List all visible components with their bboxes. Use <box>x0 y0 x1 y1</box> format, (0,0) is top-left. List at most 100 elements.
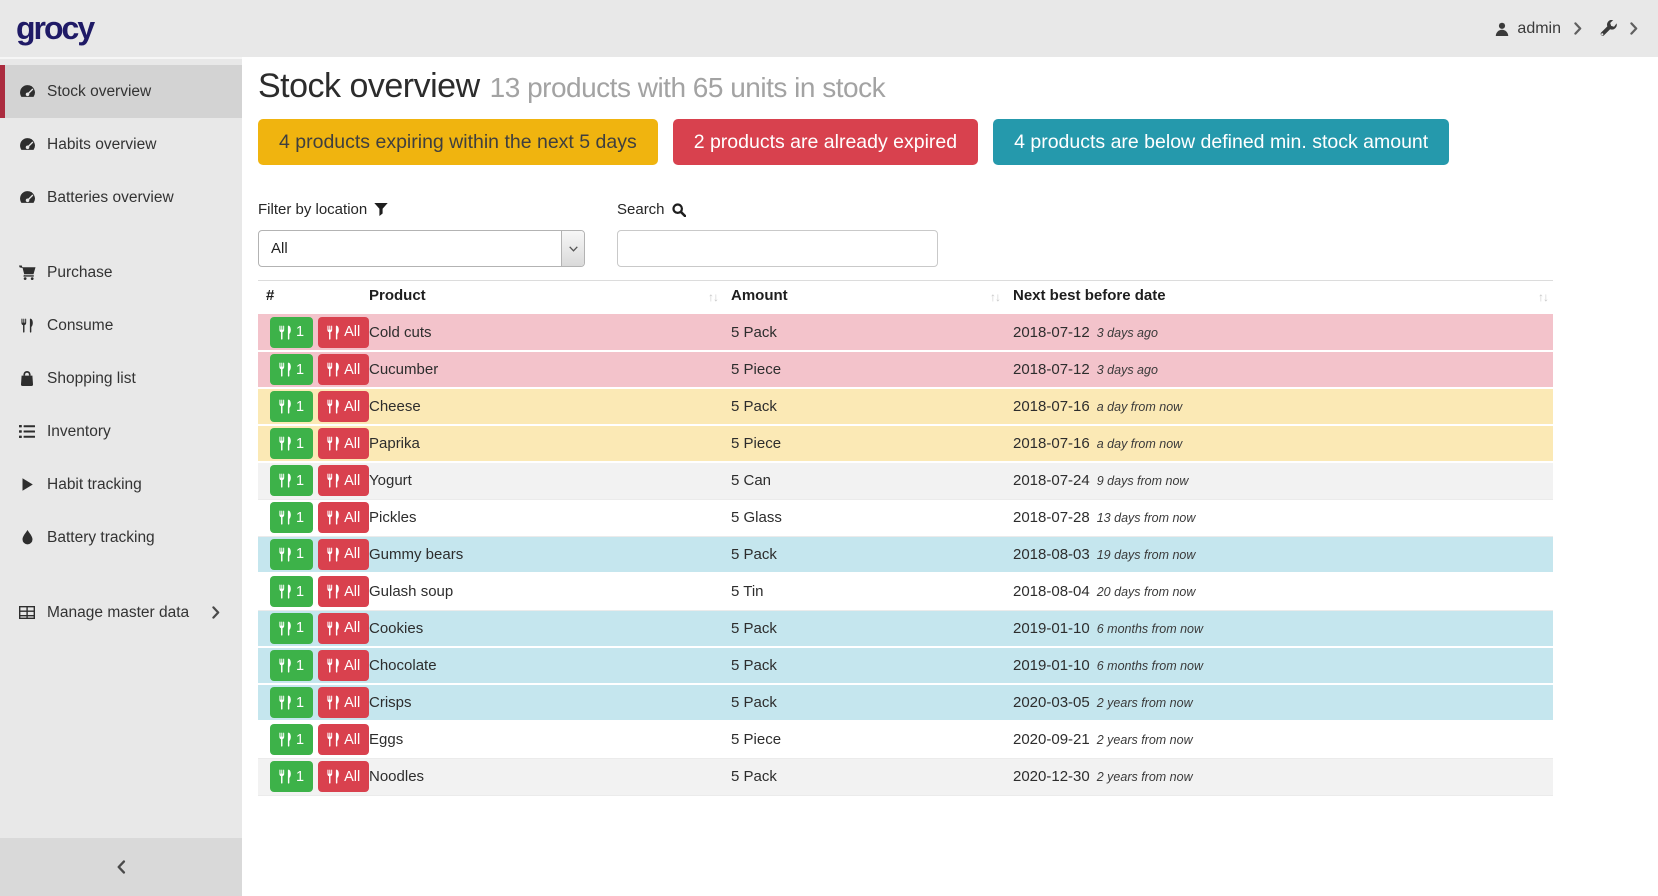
product-name: Crisps <box>361 684 723 721</box>
product-amount: 5 Pack <box>723 758 1005 795</box>
column-header-number[interactable]: # <box>258 281 361 315</box>
sidebar-item-inventory[interactable]: Inventory <box>0 405 242 458</box>
consume-one-button[interactable]: 1 <box>270 465 313 496</box>
sidebar-item-label: Inventory <box>47 423 111 441</box>
utensils-icon <box>327 584 339 599</box>
consume-one-button[interactable]: 1 <box>270 502 313 533</box>
sidebar-item-habit-tracking[interactable]: Habit tracking <box>0 458 242 511</box>
bag-icon <box>17 371 37 386</box>
column-header-amount[interactable]: Amount↑↓ <box>723 281 1005 315</box>
consume-one-button[interactable]: 1 <box>270 576 313 607</box>
consume-all-button[interactable]: All <box>318 428 369 459</box>
consume-one-button[interactable]: 1 <box>270 724 313 755</box>
sort-icon[interactable]: ↑↓ <box>990 290 1000 304</box>
utensils-icon <box>279 325 291 340</box>
consume-all-button[interactable]: All <box>318 502 369 533</box>
product-name: Noodles <box>361 758 723 795</box>
sidebar-item-manage-master-data[interactable]: Manage master data <box>0 586 242 639</box>
search-label: Search <box>617 201 665 218</box>
table-row: 1AllGummy bears5 Pack2018-08-0319 days f… <box>258 536 1553 573</box>
utensils-icon <box>327 769 339 784</box>
relative-time: 6 months from now <box>1097 659 1203 673</box>
table-row: 1AllEggs5 Piece2020-09-212 years from no… <box>258 721 1553 758</box>
consume-all-button[interactable]: All <box>318 317 369 348</box>
sidebar-item-stock-overview[interactable]: Stock overview <box>0 65 242 118</box>
consume-all-button[interactable]: All <box>318 724 369 755</box>
table-header-row: # Product↑↓ Amount↑↓ Next best before da… <box>258 281 1553 315</box>
consume-all-button[interactable]: All <box>318 687 369 718</box>
sidebar-item-purchase[interactable]: Purchase <box>0 246 242 299</box>
consume-one-button[interactable]: 1 <box>270 687 313 718</box>
relative-time: 19 days from now <box>1097 548 1196 562</box>
user-menu[interactable]: admin <box>1495 20 1582 38</box>
consume-one-button[interactable]: 1 <box>270 354 313 385</box>
sidebar-collapse-button[interactable] <box>0 838 242 896</box>
app-logo[interactable]: grocy <box>16 10 93 47</box>
consume-one-button[interactable]: 1 <box>270 761 313 792</box>
consume-all-button[interactable]: All <box>318 761 369 792</box>
consume-all-button[interactable]: All <box>318 613 369 644</box>
sidebar-item-habits-overview[interactable]: Habits overview <box>0 118 242 171</box>
utensils-icon <box>327 436 339 451</box>
product-name: Gulash soup <box>361 573 723 610</box>
consume-all-button[interactable]: All <box>318 650 369 681</box>
best-before-date: 2018-07-28 <box>1013 509 1090 526</box>
product-amount: 5 Tin <box>723 573 1005 610</box>
consume-all-button[interactable]: All <box>318 539 369 570</box>
relative-time: 13 days from now <box>1097 511 1196 525</box>
sidebar-item-battery-tracking[interactable]: Battery tracking <box>0 511 242 564</box>
product-amount: 5 Pack <box>723 610 1005 647</box>
product-name: Chocolate <box>361 647 723 684</box>
sidebar-nav: Stock overviewHabits overviewBatteries o… <box>0 59 242 639</box>
cart-icon <box>17 265 37 280</box>
best-before-date: 2018-07-12 <box>1013 324 1090 341</box>
consume-all-button[interactable]: All <box>318 465 369 496</box>
relative-time: 2 years from now <box>1097 733 1193 747</box>
sidebar-item-label: Battery tracking <box>47 529 155 547</box>
table-row: 1AllPickles5 Glass2018-07-2813 days from… <box>258 499 1553 536</box>
consume-one-button[interactable]: 1 <box>270 428 313 459</box>
top-header: grocy admin <box>0 0 1658 57</box>
utensils-icon <box>327 399 339 414</box>
consume-one-button[interactable]: 1 <box>270 613 313 644</box>
sidebar-item-consume[interactable]: Consume <box>0 299 242 352</box>
relative-time: a day from now <box>1097 400 1182 414</box>
sidebar-item-label: Manage master data <box>47 604 189 622</box>
chevron-down-icon <box>561 231 584 266</box>
product-amount: 5 Pack <box>723 536 1005 573</box>
best-before-date: 2018-07-12 <box>1013 361 1090 378</box>
consume-all-button[interactable]: All <box>318 354 369 385</box>
sidebar-item-shopping-list[interactable]: Shopping list <box>0 352 242 405</box>
status-badge[interactable]: 2 products are already expired <box>673 119 978 165</box>
sidebar-item-label: Shopping list <box>47 370 136 388</box>
product-amount: 5 Pack <box>723 684 1005 721</box>
search-input[interactable] <box>617 230 938 267</box>
utensils-icon <box>327 695 339 710</box>
sidebar: Stock overviewHabits overviewBatteries o… <box>0 57 242 896</box>
consume-all-button[interactable]: All <box>318 576 369 607</box>
consume-one-button[interactable]: 1 <box>270 391 313 422</box>
sort-icon[interactable]: ↑↓ <box>708 290 718 304</box>
utensils-icon <box>279 584 291 599</box>
settings-menu[interactable] <box>1600 20 1638 37</box>
status-badge[interactable]: 4 products expiring within the next 5 da… <box>258 119 658 165</box>
consume-one-button[interactable]: 1 <box>270 317 313 348</box>
consume-one-button[interactable]: 1 <box>270 650 313 681</box>
tachometer-icon <box>17 84 37 99</box>
wrench-icon <box>1600 20 1617 37</box>
username: admin <box>1517 20 1561 38</box>
column-header-product[interactable]: Product↑↓ <box>361 281 723 315</box>
angle-right-icon <box>212 606 220 619</box>
sort-icon[interactable]: ↑↓ <box>1538 290 1548 304</box>
consume-all-button[interactable]: All <box>318 391 369 422</box>
location-select-value: All <box>259 240 561 257</box>
location-select[interactable]: All <box>258 230 585 267</box>
play-icon <box>17 478 37 491</box>
page-title: Stock overview <box>258 67 480 106</box>
angle-right-icon <box>1630 22 1638 35</box>
column-header-best-before[interactable]: Next best before date↑↓ <box>1005 281 1553 315</box>
status-badges: 4 products expiring within the next 5 da… <box>258 119 1553 165</box>
consume-one-button[interactable]: 1 <box>270 539 313 570</box>
status-badge[interactable]: 4 products are below defined min. stock … <box>993 119 1449 165</box>
sidebar-item-batteries-overview[interactable]: Batteries overview <box>0 171 242 224</box>
